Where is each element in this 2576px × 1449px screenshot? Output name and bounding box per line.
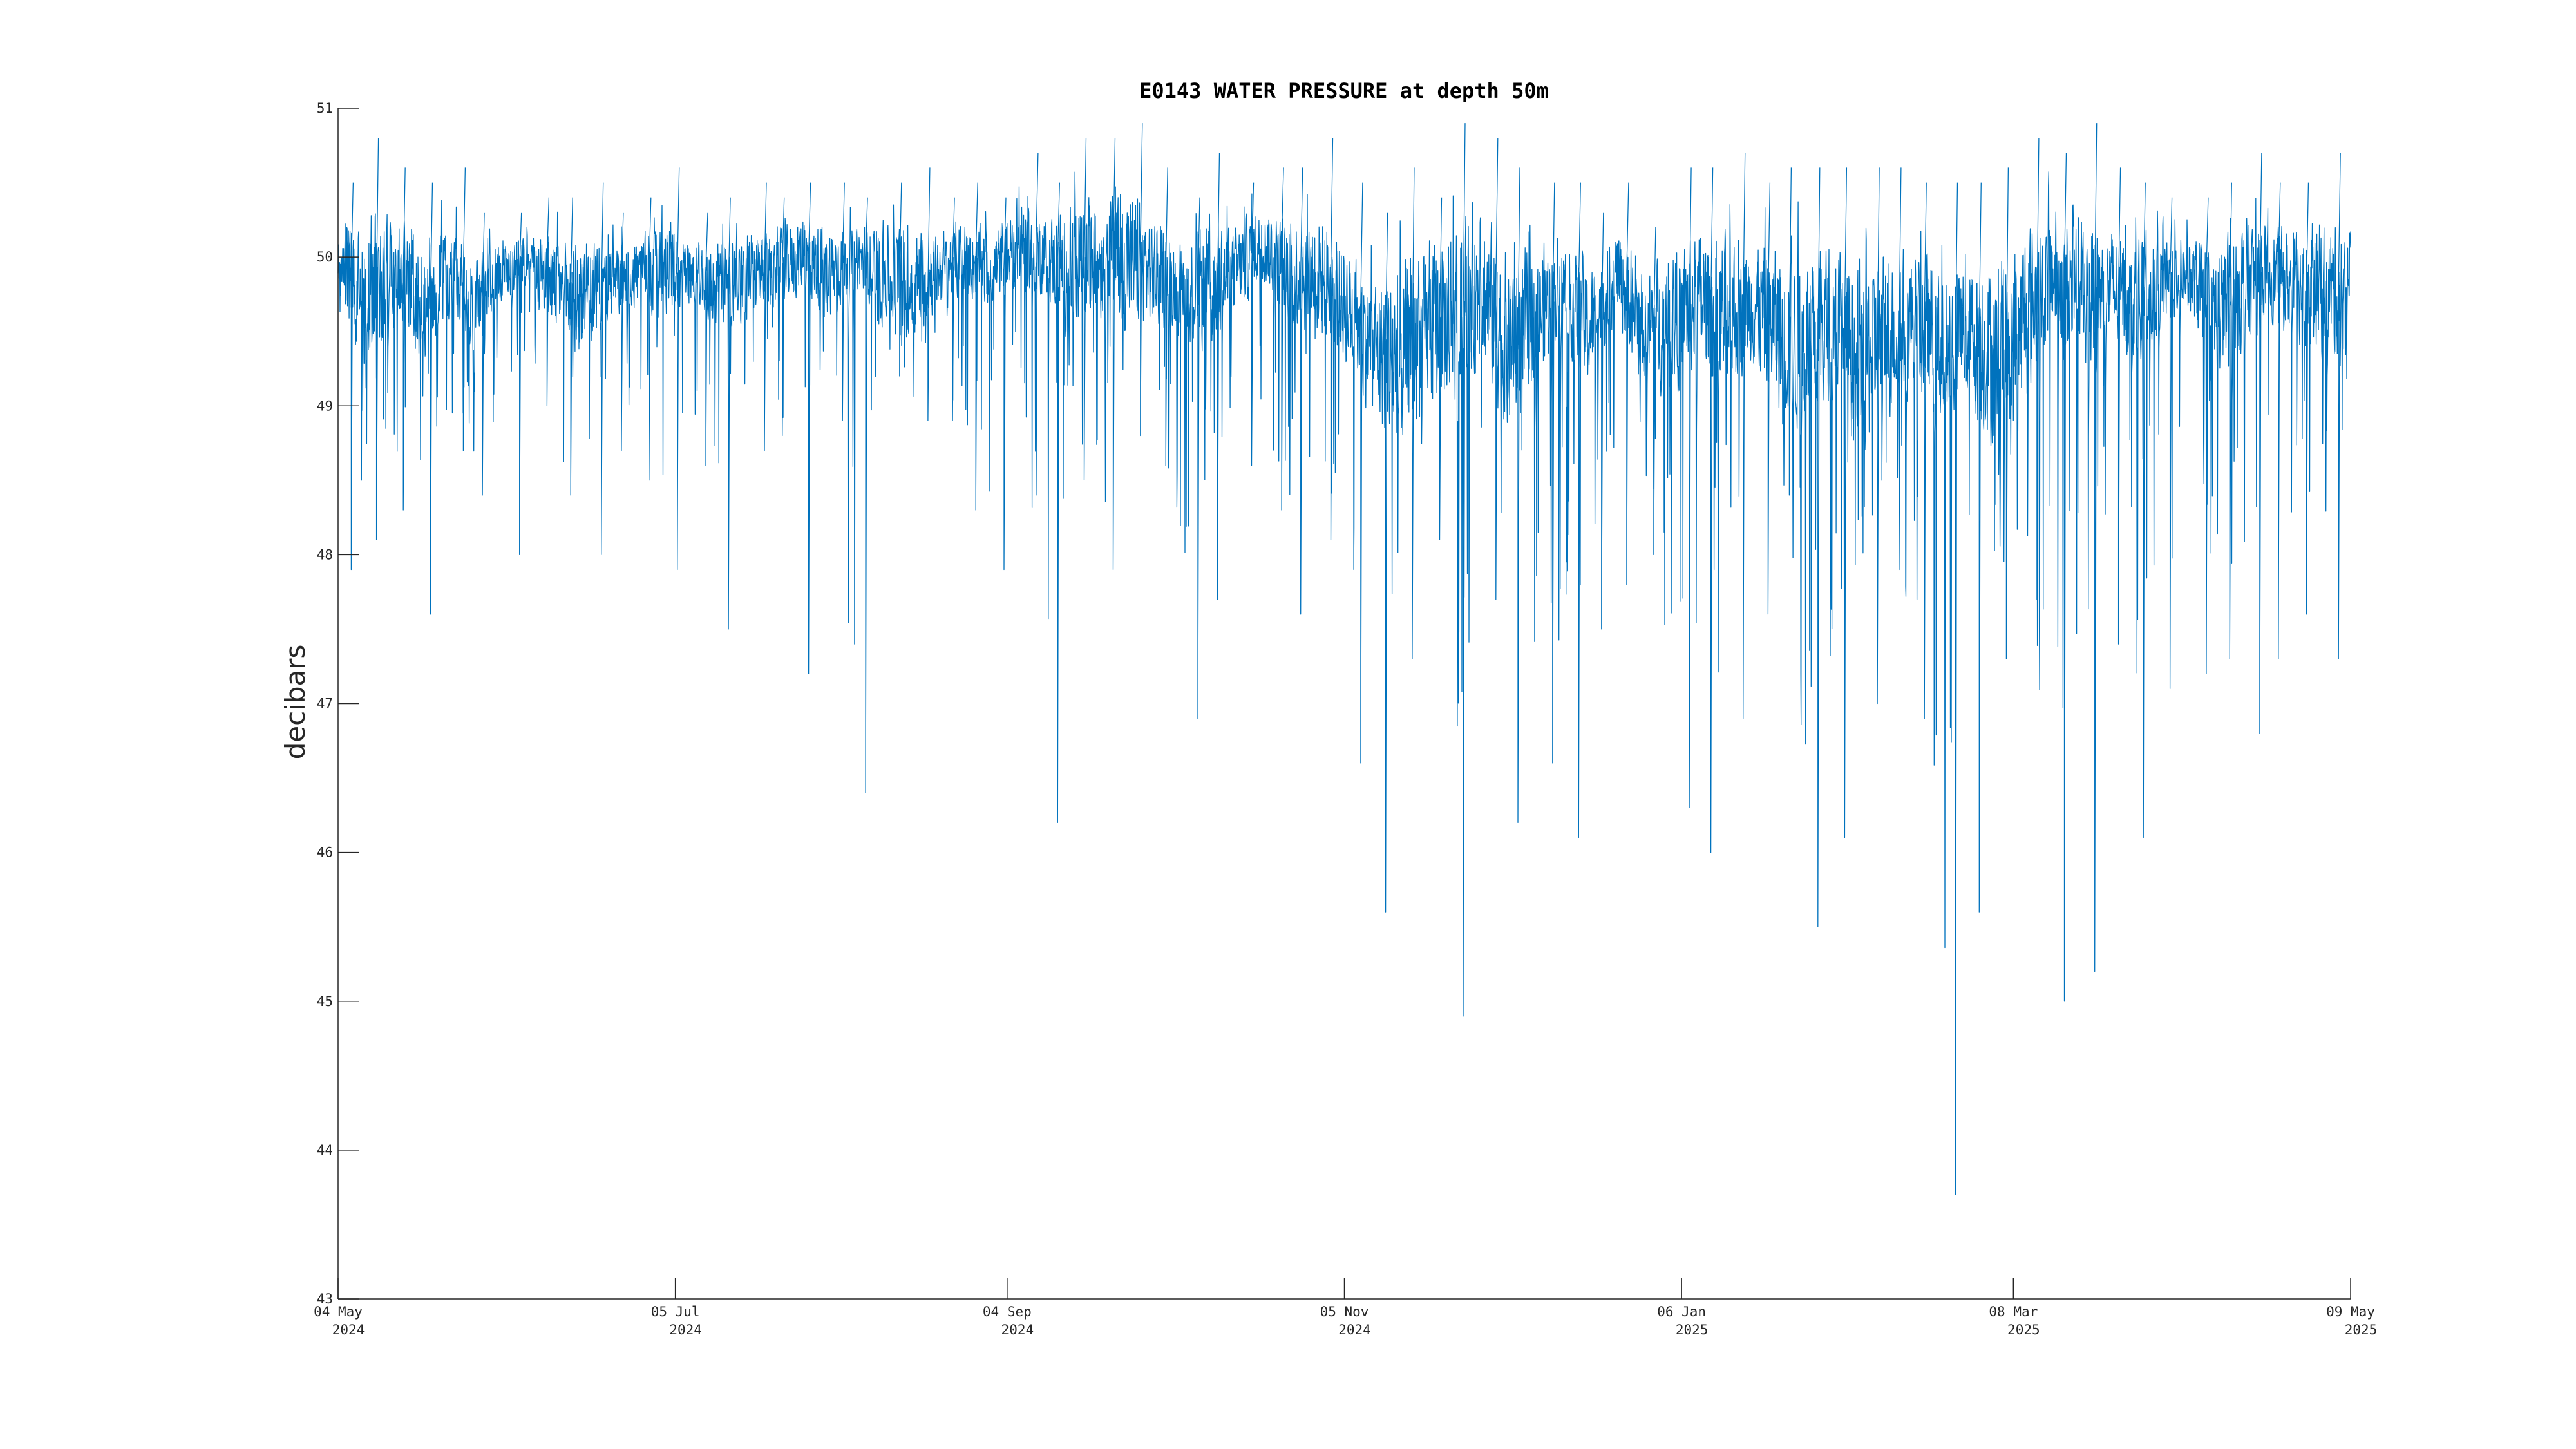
- x-tick-label: 04 Sep 2024: [983, 1304, 1034, 1338]
- y-tick-label: 47: [317, 696, 333, 712]
- x-tick-label-line1: 09 May: [2326, 1304, 2375, 1320]
- x-tick-label: 05 Nov 2024: [1320, 1304, 1371, 1338]
- x-tick-label-line2: 2025: [2345, 1322, 2378, 1338]
- chart-title: E0143 WATER PRESSURE at depth 50m: [1139, 79, 1549, 103]
- y-tick-label: 51: [317, 100, 333, 116]
- x-tick-label-line2: 2024: [669, 1322, 702, 1338]
- x-tick-label-line1: 08 Mar: [1989, 1304, 2038, 1320]
- x-tick-label-line1: 06 Jan: [1657, 1304, 1706, 1320]
- x-tick-label: 06 Jan 2025: [1657, 1304, 1708, 1338]
- y-tick-label: 45: [317, 994, 333, 1009]
- x-tick-label-line2: 2025: [2007, 1322, 2040, 1338]
- y-tick-label: 46: [317, 845, 333, 860]
- x-tick-label-line2: 2024: [332, 1322, 365, 1338]
- axes: [337, 108, 2351, 1300]
- x-tick-label-line2: 2024: [1001, 1322, 1034, 1338]
- plot-area: [337, 123, 2351, 1195]
- y-tick-label: 44: [317, 1142, 333, 1158]
- x-tick-label-line1: 05 Jul: [651, 1304, 700, 1320]
- x-tick-label-line2: 2024: [1338, 1322, 1371, 1338]
- x-tick-label: 09 May 2025: [2326, 1304, 2377, 1338]
- x-tick-label-line1: 04 May: [314, 1304, 363, 1320]
- x-tick-label: 04 May 2024: [314, 1304, 365, 1338]
- y-tick-label: 50: [317, 249, 333, 265]
- y-axis-label: decibars: [279, 645, 311, 760]
- x-tick-label-line1: 04 Sep: [983, 1304, 1032, 1320]
- x-tick-label: 05 Jul 2024: [651, 1304, 702, 1338]
- x-tick-label-line1: 05 Nov: [1320, 1304, 1369, 1320]
- x-tick-label-line2: 2025: [1676, 1322, 1709, 1338]
- y-tick-label: 43: [317, 1291, 333, 1307]
- x-tick-label: 08 Mar 2025: [1989, 1304, 2040, 1338]
- pressure-series-line: [337, 123, 2351, 1195]
- y-tick-label: 49: [317, 398, 333, 413]
- y-tick-label: 48: [317, 547, 333, 562]
